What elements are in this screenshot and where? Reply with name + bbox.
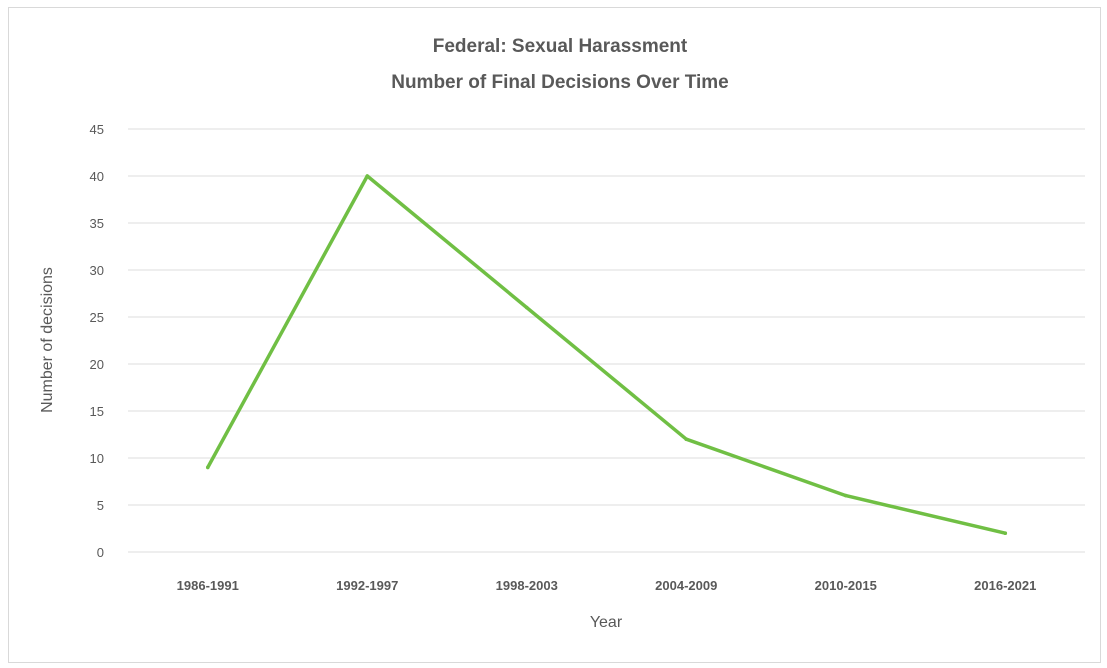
gridlines — [128, 128, 1085, 553]
data-point — [684, 437, 689, 442]
chart-frame — [8, 7, 1101, 663]
y-tick-label: 45 — [90, 122, 104, 137]
x-tick-label: 1992-1997 — [336, 578, 398, 593]
x-tick-label: 2004-2009 — [655, 578, 717, 593]
y-tick-label: 15 — [90, 404, 104, 419]
x-tick-label: 2010-2015 — [815, 578, 877, 593]
y-tick-label: 20 — [90, 357, 104, 372]
data-point — [843, 493, 848, 498]
data-point — [365, 174, 370, 178]
y-tick-label: 5 — [97, 498, 104, 513]
y-tick-label: 30 — [90, 263, 104, 278]
chart-title-line-2: Number of Final Decisions Over Time — [391, 72, 729, 93]
x-tick-label: 2016-2021 — [974, 578, 1036, 593]
x-tick-label: 1998-2003 — [496, 578, 558, 593]
data-point — [205, 465, 210, 470]
series-line — [206, 174, 1008, 535]
y-tick-label: 0 — [97, 545, 104, 560]
x-tick-label: 1986-1991 — [177, 578, 239, 593]
data-point — [524, 305, 529, 310]
data-point — [1003, 531, 1008, 535]
y-axis-ticks: 0 5 10 15 20 25 30 35 40 45 — [90, 122, 104, 560]
series-group — [205, 174, 1008, 535]
y-tick-label: 40 — [90, 169, 104, 184]
y-tick-label: 25 — [90, 310, 104, 325]
x-axis-ticks: 1986-1991 1992-1997 1998-2003 2004-2009 2010… — [177, 578, 1037, 593]
y-axis-title: Number of decisions — [39, 267, 56, 413]
y-tick-label: 35 — [90, 216, 104, 231]
chart-title: Federal: Sexual Harassment Number of Fin… — [391, 36, 729, 93]
chart-title-line-1: Federal: Sexual Harassment — [433, 36, 688, 57]
y-tick-label: 10 — [90, 451, 104, 466]
x-axis-title: Year — [590, 614, 623, 631]
